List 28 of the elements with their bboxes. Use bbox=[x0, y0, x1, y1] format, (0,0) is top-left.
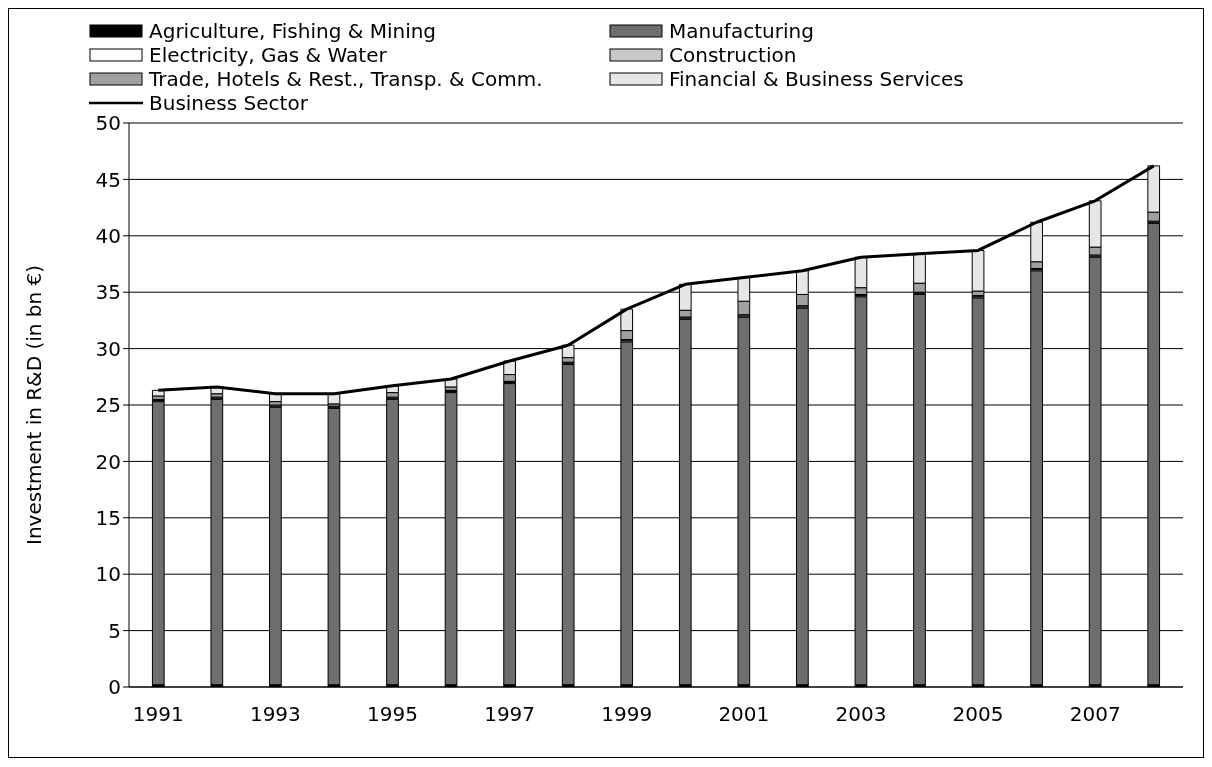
x-tick-label: 2003 bbox=[835, 702, 887, 727]
x-tick-label: 2001 bbox=[718, 702, 770, 727]
y-tick-label: 10 bbox=[95, 562, 121, 587]
y-tick-label: 40 bbox=[95, 223, 121, 248]
y-tick-label: 25 bbox=[95, 393, 121, 418]
y-tick-label: 15 bbox=[95, 505, 121, 530]
legend-label: Construction bbox=[669, 43, 797, 67]
y-axis-title: Investment in R&D (in bn €) bbox=[22, 264, 47, 545]
y-tick-label: 0 bbox=[108, 675, 121, 700]
legend-label: Financial & Business Services bbox=[669, 67, 964, 91]
x-tick-label: 1995 bbox=[367, 702, 418, 727]
y-tick-label: 45 bbox=[95, 167, 121, 192]
y-tick-label: 30 bbox=[95, 336, 121, 361]
x-tick-label: 1991 bbox=[132, 702, 184, 727]
legend-label: Agriculture, Fishing & Mining bbox=[149, 19, 437, 43]
x-tick-label: 1999 bbox=[601, 702, 653, 727]
x-tick-label: 1993 bbox=[249, 702, 301, 727]
y-tick-label: 20 bbox=[95, 449, 121, 474]
y-tick-label: 50 bbox=[95, 111, 121, 136]
legend-label: Business Sector bbox=[149, 91, 308, 115]
legend-label: Trade, Hotels & Rest., Transp. & Comm. bbox=[149, 67, 543, 91]
x-tick-label: 2007 bbox=[1069, 702, 1121, 727]
y-tick-label: 5 bbox=[108, 618, 121, 643]
y-tick-label: 35 bbox=[95, 280, 121, 305]
x-tick-label: 2005 bbox=[952, 702, 1004, 727]
legend-label: Manufacturing bbox=[669, 19, 814, 43]
x-tick-label: 1997 bbox=[484, 702, 536, 727]
legend-label: Electricity, Gas & Water bbox=[149, 43, 387, 67]
